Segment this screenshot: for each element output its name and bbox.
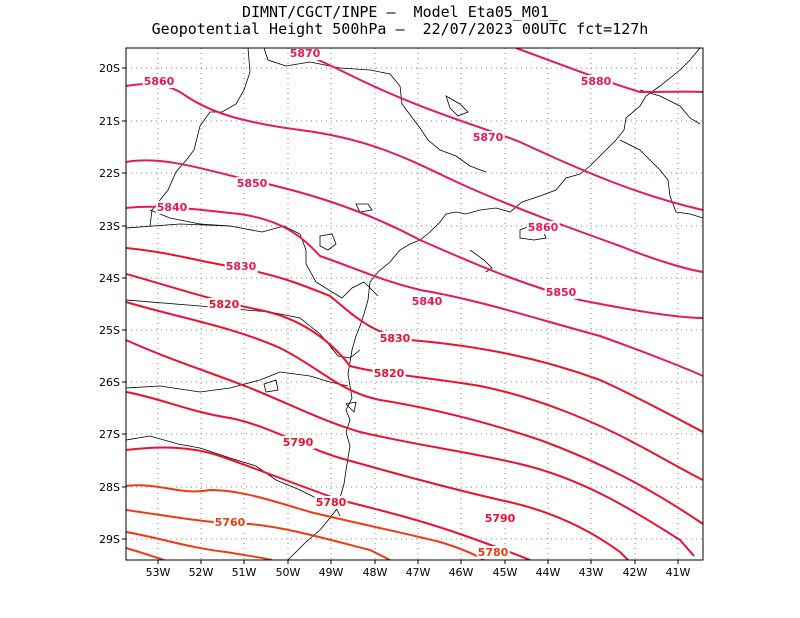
lat-label: 21S <box>99 115 120 128</box>
contour-label: 5790 <box>485 512 516 525</box>
lon-label: 52W <box>189 566 214 579</box>
contour-label: 5780 <box>316 496 347 509</box>
label-halo <box>476 546 510 559</box>
label-halo <box>207 298 241 311</box>
contour-5790 <box>126 391 629 560</box>
lat-label: 23S <box>99 220 120 233</box>
lon-label: 50W <box>276 566 301 579</box>
lat-label: 29S <box>99 533 120 546</box>
longitude-labels: 53W 52W 51W 50W 49W 48W 47W 46W 45W 44W … <box>146 566 691 579</box>
contour-label: 5780 <box>478 546 509 559</box>
lon-label: 48W <box>363 566 388 579</box>
lon-label: 51W <box>232 566 257 579</box>
contour-5810 <box>126 301 703 525</box>
lat-label: 20S <box>99 62 120 75</box>
contour-label: 5850 <box>546 286 577 299</box>
lat-label: 24S <box>99 272 120 285</box>
contour-labels: 5870 5860 5880 5870 5850 5840 5860 5830 … <box>142 47 613 559</box>
label-halo <box>372 367 406 380</box>
contour-label: 5790 <box>283 436 314 449</box>
map-frame <box>125 47 704 561</box>
lon-label: 47W <box>406 566 431 579</box>
map-title: DIMNT/CGCT/INPE – Model Eta05_M01_ Geopo… <box>0 4 800 38</box>
lat-label: 26S <box>99 376 120 389</box>
lon-label: 43W <box>579 566 604 579</box>
label-halo <box>544 286 578 299</box>
contour-label: 5840 <box>412 295 443 308</box>
tick-marks <box>122 67 679 564</box>
label-halo <box>526 221 560 234</box>
contour-5860 <box>126 83 703 273</box>
contour-5850 <box>126 159 703 319</box>
lat-label: 28S <box>99 481 120 494</box>
lat-label: 25S <box>99 324 120 337</box>
title-line-2: Geopotential Height 500hPa – 22/07/2023 … <box>151 20 649 38</box>
contour-5880 <box>515 48 703 94</box>
lon-label: 44W <box>536 566 561 579</box>
contour-label: 5830 <box>380 332 411 345</box>
contour-label: 5860 <box>144 75 175 88</box>
contour-5830 <box>126 247 703 433</box>
contour-label: 5880 <box>581 75 612 88</box>
title-line-1: DIMNT/CGCT/INPE – Model Eta05_M01_ <box>241 3 559 21</box>
label-halo <box>471 131 505 144</box>
contour-label: 5820 <box>209 298 240 311</box>
lat-label: 27S <box>99 428 120 441</box>
label-halo <box>281 436 315 449</box>
lon-label: 42W <box>623 566 648 579</box>
lon-label: 45W <box>493 566 518 579</box>
label-halo <box>314 496 348 509</box>
contour-label: 5830 <box>226 260 257 273</box>
height-contours <box>126 48 703 560</box>
contour-label: 5850 <box>237 177 268 190</box>
label-halo <box>288 47 322 60</box>
lon-label: 49W <box>319 566 344 579</box>
contour-label: 5820 <box>374 367 405 380</box>
contour-label: 5760 <box>215 516 246 529</box>
contour-label: 5860 <box>528 221 559 234</box>
contour-5870-north <box>289 48 703 211</box>
latitude-labels: 20S 21S 22S 23S 24S 25S 26S 27S 28S 29S <box>99 62 120 546</box>
label-halo <box>483 512 517 525</box>
contour-5740 <box>126 547 165 560</box>
lon-label: 41W <box>666 566 691 579</box>
contour-5800 <box>126 339 695 557</box>
contour-5840 <box>126 205 703 377</box>
lat-label: 22S <box>99 167 120 180</box>
contour-5770 <box>126 484 485 560</box>
label-halo <box>142 75 176 88</box>
label-halo <box>213 516 247 529</box>
label-halo <box>155 201 189 214</box>
lon-label: 53W <box>146 566 171 579</box>
lon-label: 46W <box>449 566 474 579</box>
contour-label: 5840 <box>157 201 188 214</box>
contour-label: 5870 <box>290 47 321 60</box>
contour-5760 <box>126 509 391 560</box>
grid-lines <box>126 48 703 560</box>
label-halo <box>235 177 269 190</box>
label-halo <box>224 260 258 273</box>
label-halo <box>579 75 613 88</box>
label-halo <box>378 332 412 345</box>
label-halo <box>410 295 444 308</box>
contour-label: 5870 <box>473 131 504 144</box>
contour-5750 <box>126 531 273 560</box>
coastline-and-borders <box>126 48 703 560</box>
